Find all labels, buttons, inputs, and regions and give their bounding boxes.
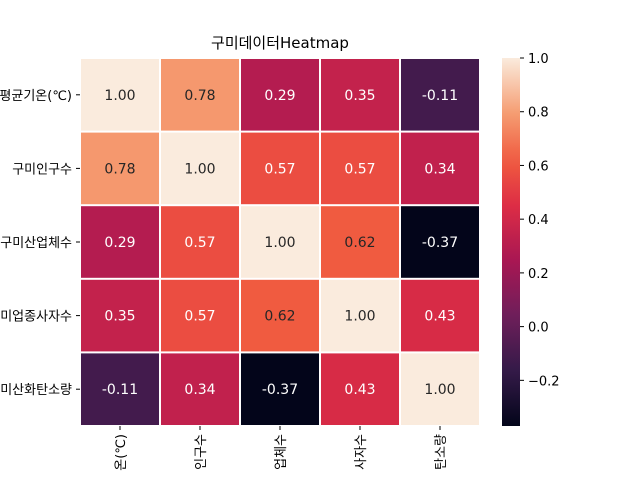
heatmap-cells: 1.00 0.78 0.29 0.35 -0.11 0.78 1.00 0.57 0.57 0.3… [81, 59, 479, 425]
heatmap-cell-1-0 [81, 132, 159, 205]
cell-value-label-3-1: 0.57 [184, 309, 215, 325]
heatmap-cell-2-0 [81, 206, 159, 278]
colorbar-tick-label-2: 0.6 [528, 159, 549, 174]
x-tick-label-4: 탄소량 [434, 434, 449, 470]
heatmap-cell-3-4 [401, 279, 479, 352]
heatmap-cell-1-1 [161, 132, 239, 205]
x-tick-label-0: 온(℃) [114, 434, 129, 471]
heatmap-cell-0-2 [241, 59, 319, 131]
heatmap-cell-4-2 [241, 353, 319, 425]
cell-value-label-2-3: 0.62 [344, 235, 375, 251]
cell-value-label-4-1: 0.34 [184, 382, 215, 398]
heatmap-cell-3-2 [241, 279, 319, 352]
heatmap-cell-0-3 [321, 59, 399, 131]
cell-value-label-3-3: 1.00 [344, 309, 375, 325]
y-tick-label-3: 구미업종사자수 [0, 310, 72, 325]
x-axis-ticks: 온(℃) 인구수 업체수 사자수 탄소량 [114, 426, 449, 471]
x-tick-label-3: 사자수 [354, 434, 369, 470]
colorbar-tick-label-4: 0.2 [528, 267, 549, 282]
cell-value-label-4-0: -0.11 [102, 382, 138, 398]
x-tick-label-2: 업체수 [274, 434, 289, 470]
colorbar-gradient [502, 58, 520, 426]
heatmap-cell-0-4 [401, 59, 479, 131]
cell-value-label-0-0: 1.00 [104, 88, 135, 104]
heatmap-cell-3-0 [81, 279, 159, 352]
colorbar-tick-label-5: 0.0 [528, 321, 549, 336]
cell-value-label-4-2: -0.37 [262, 382, 298, 398]
cell-value-label-2-0: 0.29 [104, 235, 135, 251]
y-tick-label-4: 구미산화탄소량 [0, 383, 72, 398]
colorbar-tick-label-3: 0.4 [528, 213, 549, 228]
y-axis-ticks: 평균기온(℃) 구미인구수구미산업체수구미업종사자수구미산화탄소량 [0, 89, 80, 398]
cell-value-label-1-2: 0.57 [264, 161, 295, 177]
heatmap-cell-3-3 [321, 279, 399, 352]
cell-value-label-0-2: 0.29 [264, 88, 295, 104]
heatmap-cell-2-1 [161, 206, 239, 278]
cell-value-label-4-3: 0.43 [344, 382, 375, 398]
heatmap-cell-4-1 [161, 353, 239, 425]
heatmap-cell-0-0 [81, 59, 159, 131]
heatmap-cell-1-2 [241, 132, 319, 205]
cell-value-label-4-4: 1.00 [424, 382, 455, 398]
colorbar: 1.0 0.8 0.6 0.4 0.2 0.0 −0.2 [502, 52, 560, 426]
cell-value-label-3-4: 0.43 [424, 309, 455, 325]
cell-value-label-0-3: 0.35 [344, 88, 375, 104]
heatmap-cell-2-3 [321, 206, 399, 278]
heatmap-cell-4-3 [321, 353, 399, 425]
cell-value-label-3-2: 0.62 [264, 309, 295, 325]
cell-value-label-0-4: -0.11 [422, 88, 458, 104]
heatmap-cell-0-1 [161, 59, 239, 131]
colorbar-tick-label-1: 0.8 [528, 106, 549, 121]
cell-value-label-0-1: 0.78 [184, 88, 215, 104]
y-tick-label-2: 구미산업체수 [0, 236, 72, 251]
cell-value-label-1-4: 0.34 [424, 161, 455, 177]
cell-value-label-3-0: 0.35 [104, 309, 135, 325]
heatmap-cell-1-4 [401, 132, 479, 205]
cell-value-label-2-1: 0.57 [184, 235, 215, 251]
cell-value-label-1-3: 0.57 [344, 161, 375, 177]
cell-value-label-2-2: 1.00 [264, 235, 295, 251]
cell-value-label-2-4: -0.37 [422, 235, 458, 251]
y-tick-label-0: 평균기온(℃) [0, 89, 72, 104]
y-tick-label-1: 구미인구수 [12, 162, 72, 177]
heatmap-cell-2-4 [401, 206, 479, 278]
colorbar-tick-label-6: −0.2 [528, 374, 560, 389]
heatmap-cell-4-0 [81, 353, 159, 425]
x-tick-label-1: 인구수 [194, 434, 209, 470]
heatmap-cell-1-3 [321, 132, 399, 205]
heatmap-cell-4-4 [401, 353, 479, 425]
chart-title: 구미데이터Heatmap [211, 34, 349, 52]
colorbar-tick-label-0: 1.0 [528, 52, 549, 67]
cell-value-label-1-1: 1.00 [184, 161, 215, 177]
heatmap-cell-2-2 [241, 206, 319, 278]
cell-value-label-1-0: 0.78 [104, 161, 135, 177]
heatmap-cell-3-1 [161, 279, 239, 352]
